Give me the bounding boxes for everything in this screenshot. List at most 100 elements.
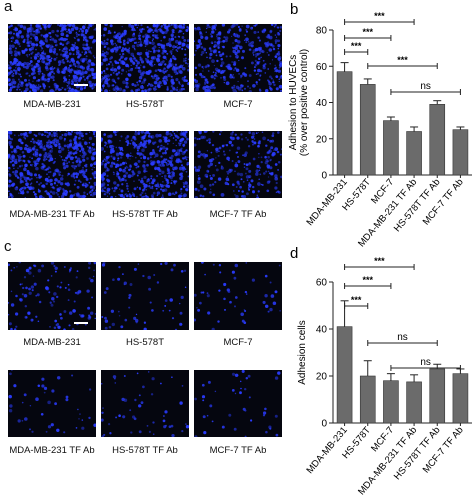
cell-dot	[147, 142, 151, 145]
cell-dot	[49, 150, 51, 152]
cell-dot	[237, 160, 241, 164]
cell-dot	[279, 62, 282, 65]
cell-dot	[224, 181, 228, 185]
cell-dot	[24, 137, 27, 140]
cell-dot	[216, 41, 220, 45]
cell-dot	[148, 182, 151, 185]
cell-dot	[258, 153, 260, 155]
cell-dot	[156, 191, 161, 195]
cell-dot	[141, 191, 144, 195]
cell-dot	[207, 70, 210, 72]
cell-dot	[252, 157, 256, 161]
cell-dot	[269, 148, 272, 151]
cell-dot	[42, 133, 44, 136]
cell-dot	[50, 262, 55, 265]
cell-dot	[125, 165, 128, 168]
cell-dot	[179, 142, 182, 145]
cell-dot	[41, 264, 45, 268]
cell-dot	[61, 49, 64, 52]
cell-dot	[245, 41, 248, 44]
cell-dot	[22, 154, 26, 158]
cell-dot	[19, 88, 21, 91]
cell-dot	[243, 166, 246, 169]
cell-dot	[264, 155, 267, 159]
cell-dot	[56, 34, 59, 38]
cell-dot	[30, 182, 33, 184]
cell-dot	[202, 399, 205, 402]
cell-dot	[274, 163, 278, 166]
cell-dot	[76, 60, 79, 64]
cell-dot	[155, 187, 158, 190]
cell-dot	[214, 67, 219, 72]
cell-dot	[234, 392, 237, 395]
cell-dot	[37, 78, 41, 82]
cell-dot	[88, 50, 92, 54]
micrograph-a-hs-578t	[101, 24, 189, 92]
cell-dot	[28, 186, 33, 191]
cell-dot	[245, 262, 248, 264]
cell-dot	[68, 74, 71, 77]
cell-dot	[178, 173, 182, 176]
cell-dot	[232, 88, 237, 92]
cell-dot	[136, 149, 139, 152]
cell-dot	[240, 312, 244, 317]
cell-dot	[39, 158, 41, 160]
cell-dot	[53, 48, 57, 51]
cell-dot	[11, 78, 15, 82]
cell-dot	[146, 49, 148, 51]
cell-dot	[8, 143, 12, 147]
cell-dot	[43, 391, 46, 394]
cell-dot	[122, 47, 124, 50]
cell-dot	[158, 172, 162, 176]
cell-dot	[169, 298, 173, 302]
cell-dot	[94, 313, 96, 315]
cell-dot	[144, 192, 147, 195]
cell-dot	[267, 41, 269, 43]
cell-dot	[242, 154, 244, 157]
cell-dot	[43, 148, 47, 151]
caption-a-mda-mb-231-tf-ab: MDA-MB-231 TF Ab	[9, 209, 95, 220]
cell-dot	[92, 63, 96, 66]
cell-dot	[103, 46, 106, 48]
cell-dot	[21, 141, 24, 145]
panel-letter-d: d	[290, 245, 298, 262]
cell-dot	[261, 131, 264, 134]
cell-dot	[77, 69, 82, 74]
cell-dot	[54, 319, 58, 323]
cell-dot	[139, 39, 142, 41]
cell-dot	[60, 316, 63, 320]
cell-dot	[150, 75, 153, 78]
cell-dot	[138, 430, 142, 434]
cell-dot	[26, 63, 31, 68]
cell-dot	[8, 302, 10, 304]
cell-dot	[150, 175, 153, 178]
cell-dot	[32, 147, 35, 150]
cell-dot	[264, 88, 269, 92]
cell-dot	[121, 193, 124, 196]
cell-dot	[66, 181, 70, 184]
cell-dot	[182, 185, 186, 188]
cell-dot	[278, 264, 281, 267]
cell-dot	[129, 283, 133, 286]
cell-dot	[183, 145, 185, 148]
cell-dot	[50, 303, 54, 307]
cell-dot	[125, 81, 128, 83]
cell-dot	[194, 79, 199, 84]
cell-dot	[79, 413, 81, 415]
cell-dot	[172, 131, 174, 133]
cell-dot	[134, 156, 137, 159]
cell-dot	[16, 85, 20, 89]
cell-dot	[245, 136, 247, 139]
cell-dot	[175, 73, 177, 75]
cell-dot	[117, 77, 120, 80]
cell-dot	[101, 161, 104, 166]
cell-dot	[232, 49, 236, 54]
cell-dot	[23, 136, 26, 139]
cell-dot	[109, 134, 113, 138]
cell-dot	[23, 176, 28, 181]
cell-dot	[210, 151, 213, 154]
cell-dot	[207, 89, 211, 92]
cell-dot	[184, 168, 187, 170]
cell-dot	[41, 377, 45, 381]
cell-dot	[134, 84, 137, 87]
